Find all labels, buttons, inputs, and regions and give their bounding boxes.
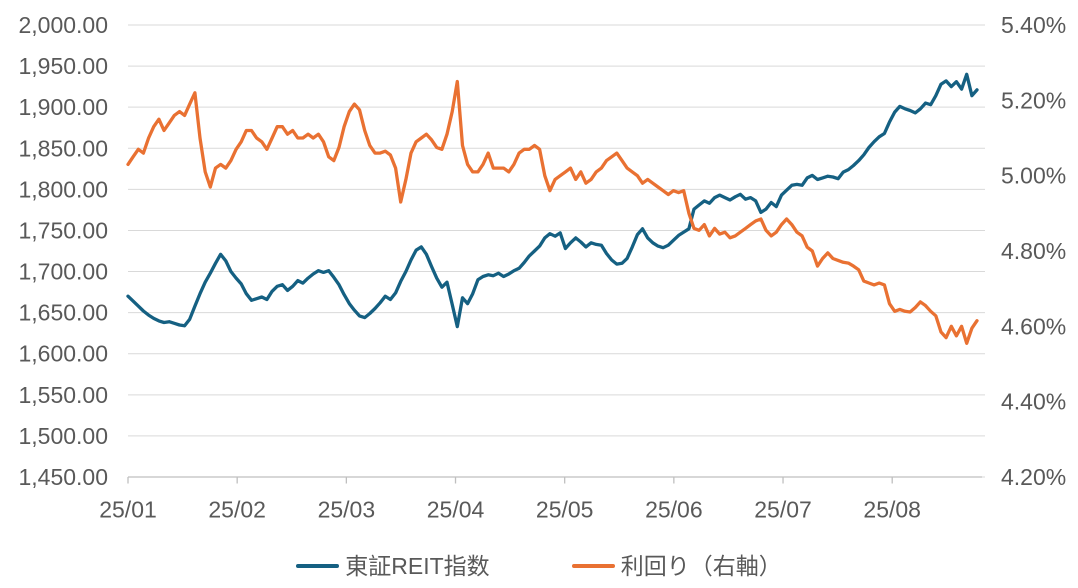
left-axis-tick-label: 1,950.00	[18, 53, 108, 79]
right-axis-tick-label: 5.20%	[1001, 87, 1066, 113]
x-axis-tick-label: 25/01	[99, 497, 157, 523]
left-axis-tick-label: 1,900.00	[18, 94, 108, 120]
yield-line	[126, 79, 979, 345]
legend-item-yield: 利回り（右軸）	[571, 552, 782, 579]
x-axis-tick-label: 25/08	[863, 497, 921, 523]
left-axis-tick-label: 1,650.00	[18, 300, 108, 326]
chart-legend: 東証REIT指数 利回り（右軸）	[0, 548, 1078, 584]
left-axis-tick-label: 1,600.00	[18, 341, 108, 367]
x-axis-tick-label: 25/05	[536, 497, 594, 523]
x-axis-tick-label: 25/04	[427, 497, 485, 523]
right-axis-tick-label: 5.40%	[1001, 12, 1066, 38]
left-axis-tick-label: 2,000.00	[18, 12, 108, 38]
x-axis-tick-label: 25/02	[208, 497, 266, 523]
x-axis-tick-label: 25/07	[754, 497, 812, 523]
legend-item-reit-index: 東証REIT指数	[296, 552, 490, 579]
yield-legend-label: 利回り（右軸）	[620, 552, 782, 579]
x-axis-tick-label: 25/06	[645, 497, 703, 523]
left-axis-tick-label: 1,850.00	[18, 135, 108, 161]
reit-index-line-swatch	[296, 564, 340, 568]
left-axis-tick-label: 1,700.00	[18, 259, 108, 285]
reit-index-legend-label: 東証REIT指数	[345, 552, 490, 579]
left-axis-tick-label: 1,750.00	[18, 217, 108, 243]
x-axis-tick-label: 25/03	[318, 497, 376, 523]
left-axis-tick-label: 1,800.00	[18, 176, 108, 202]
left-axis-tick-label: 1,450.00	[18, 464, 108, 490]
right-axis-tick-label: 4.80%	[1001, 238, 1066, 264]
right-axis-tick-label: 4.60%	[1001, 313, 1066, 339]
left-axis-tick-label: 1,500.00	[18, 423, 108, 449]
left-axis-tick-label: 1,550.00	[18, 382, 108, 408]
reit-index-line	[126, 72, 979, 329]
yield-line-swatch	[571, 564, 615, 568]
right-axis-tick-label: 4.40%	[1001, 389, 1066, 415]
right-axis-tick-label: 4.20%	[1001, 464, 1066, 490]
right-axis-tick-label: 5.00%	[1001, 163, 1066, 189]
